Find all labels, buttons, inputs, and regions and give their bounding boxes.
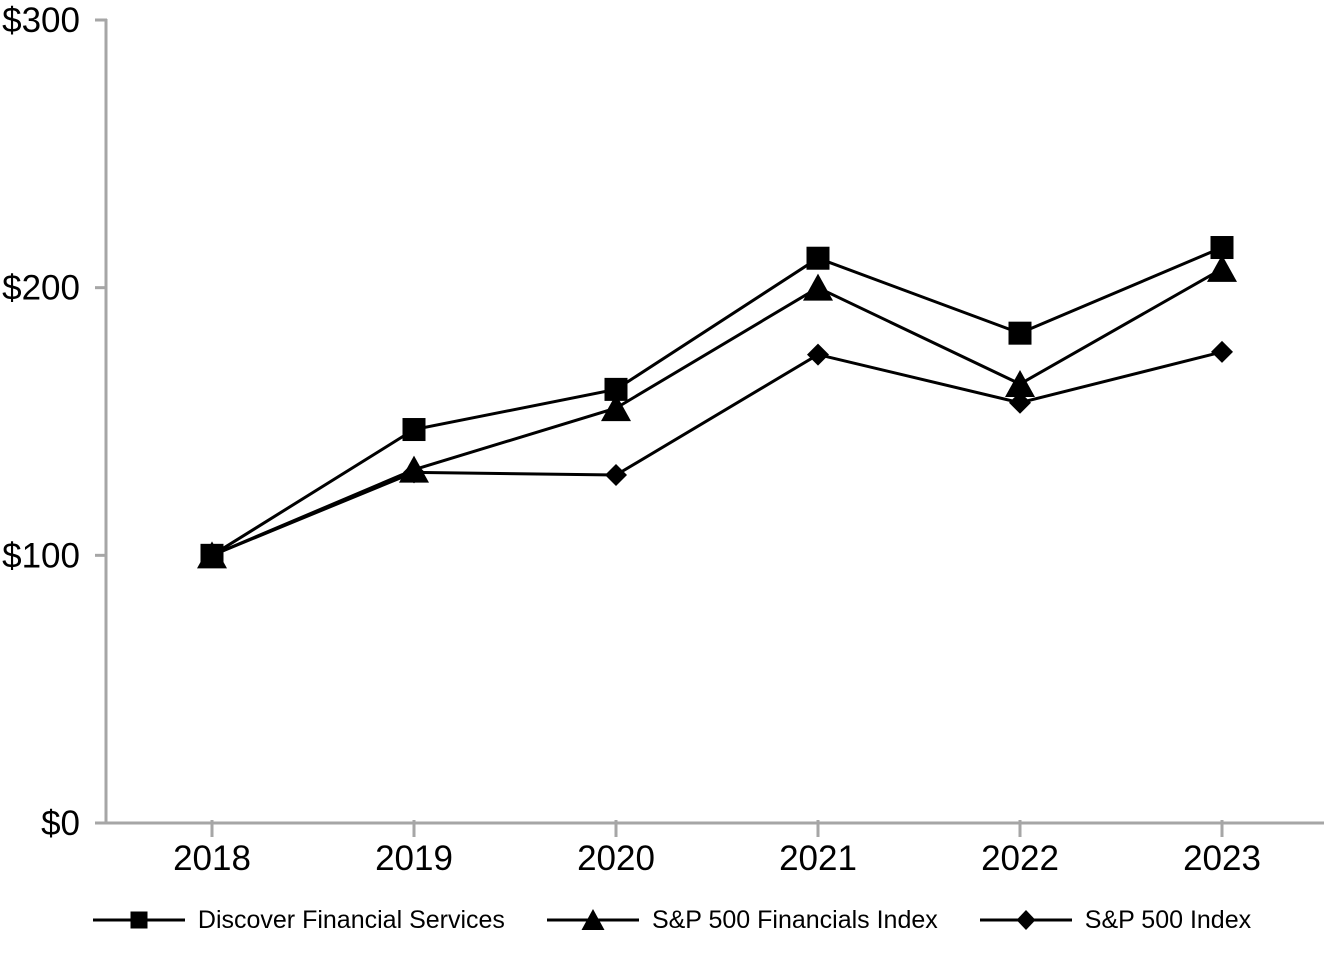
y-axis-tick-label: $0	[41, 804, 80, 843]
data-point-square-marker	[200, 543, 224, 567]
data-point-triangle-marker	[1207, 254, 1237, 282]
data-point-triangle-marker	[601, 394, 631, 422]
x-axis-tick-label: 2022	[981, 839, 1059, 878]
data-point-diamond-marker	[1211, 340, 1233, 363]
data-point-diamond-marker	[807, 343, 829, 366]
square-marker-icon	[92, 911, 185, 929]
x-axis-tick-label: 2020	[577, 839, 655, 878]
legend-label-discover: Discover Financial Services	[197, 905, 505, 934]
series-line-triangle	[211, 267, 1223, 557]
y-axis-tick-label: $100	[2, 536, 80, 575]
data-point-square-marker	[604, 377, 628, 401]
y-axis-tick-label: $300	[2, 1, 80, 40]
triangle-marker-icon	[546, 909, 639, 930]
diamond-marker-icon	[979, 910, 1072, 930]
data-point-square-marker	[402, 418, 426, 442]
data-point-triangle-marker	[803, 273, 833, 301]
data-point-triangle-marker	[1005, 370, 1035, 398]
y-axis-tick-label: $200	[2, 269, 80, 308]
data-point-triangle-marker	[399, 455, 429, 483]
x-axis-tick-label: 2019	[375, 839, 453, 878]
data-point-square-marker	[1008, 321, 1032, 345]
series-line-diamond	[211, 350, 1223, 557]
legend-label-sp500-index: S&P 500 Index	[1084, 905, 1252, 934]
x-axis-tick-label: 2023	[1183, 839, 1261, 878]
data-point-square-marker	[806, 246, 830, 270]
legend-item-discover-financial-services: Discover Financial Services	[92, 905, 505, 935]
legend-item-sp500-financials-index: S&P 500 Financials Index	[546, 905, 938, 935]
data-point-diamond-marker	[1009, 391, 1031, 414]
chart-legend: Discover Financial Services S&P 500 Fina…	[0, 905, 1344, 935]
x-axis-tick-label: 2021	[779, 839, 857, 878]
data-point-diamond-marker	[605, 464, 627, 487]
legend-item-sp500-index: S&P 500 Index	[979, 905, 1252, 935]
series-line-square	[211, 246, 1223, 557]
data-point-square-marker	[1210, 236, 1234, 260]
performance-line-chart: $0 $100 $200 $300 2018 2019 2020 2021 2022 2023	[2, 1, 1324, 878]
x-axis-tick-label: 2018	[173, 839, 251, 878]
legend-label-sp500-financials: S&P 500 Financials Index	[651, 905, 938, 934]
